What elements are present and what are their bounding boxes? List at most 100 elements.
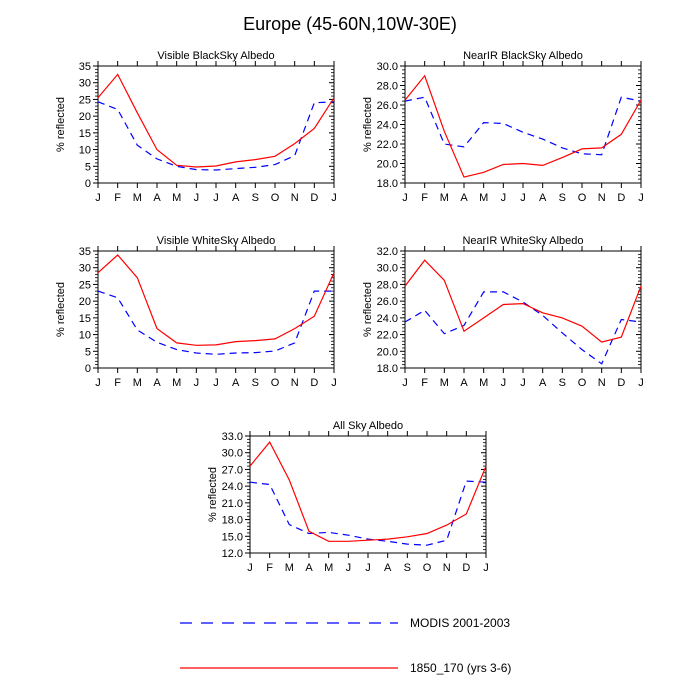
y-tick-label: 33.0 [222, 431, 243, 443]
x-tick-label: O [423, 562, 432, 574]
y-tick-label: 15 [79, 313, 91, 325]
plot-frame [249, 435, 487, 554]
x-tick-label: M [285, 562, 294, 574]
x-tick-label: M [479, 192, 488, 204]
y-tick-label: 20.0 [377, 346, 398, 358]
y-tick-label: 28.0 [377, 279, 398, 291]
series-line-modis [404, 291, 642, 365]
x-tick-label: M [440, 377, 449, 389]
x-tick-label: J [501, 377, 507, 389]
y-tick-label: 30.0 [377, 61, 398, 73]
x-tick-label: J [402, 377, 408, 389]
series-line-modis [249, 480, 487, 546]
y-tick-label: 10 [79, 145, 91, 157]
series-line-modis [404, 96, 642, 156]
x-tick-label: J [213, 377, 219, 389]
x-tick-label: M [172, 192, 181, 204]
series-line-1850-170 [404, 259, 642, 343]
x-tick-label: D [310, 377, 318, 389]
x-tick-label: A [153, 377, 161, 389]
x-tick-label: A [384, 562, 392, 574]
y-tick-label: 5 [85, 346, 91, 358]
y-tick-label: 22.0 [377, 330, 398, 342]
y-tick-label: 30 [79, 78, 91, 90]
panel-3: Visible WhiteSky Albedo % reflected 0 5 10 15… [55, 235, 337, 389]
x-tick-label: S [404, 562, 411, 574]
panel-5: All Sky Albedo % reflected 12.0 15.0 18.0 21.… [207, 420, 489, 574]
x-tick-label: M [440, 192, 449, 204]
y-axis-label: % reflected [55, 97, 67, 152]
y-tick-label: 35 [79, 61, 91, 73]
x-tick-label: S [252, 377, 259, 389]
series-line-1850-170 [97, 254, 335, 346]
x-tick-label: M [133, 377, 142, 389]
y-tick-label: 26.0 [377, 296, 398, 308]
series-line-modis [97, 101, 335, 171]
series-line-modis [97, 290, 334, 355]
y-tick-label: 5 [85, 161, 91, 173]
series-line-1850-170 [249, 441, 487, 542]
y-tick-label: 10 [79, 330, 91, 342]
x-tick-label: F [266, 562, 273, 574]
y-tick-label: 35 [79, 246, 91, 258]
legend-label-1: MODIS 2001-2003 [410, 616, 510, 630]
x-tick-label: M [479, 377, 488, 389]
panel-title: NearIR WhiteSky Albedo [462, 235, 583, 247]
x-tick-label: A [153, 192, 161, 204]
panel-title: All Sky Albedo [333, 420, 403, 432]
panels: Visible BlackSky Albedo % reflected 0 5 10 15… [55, 50, 644, 574]
x-tick-label: O [578, 377, 587, 389]
x-tick-label: A [539, 377, 547, 389]
x-tick-label: A [460, 377, 468, 389]
x-tick-label: A [305, 562, 313, 574]
panel-title: NearIR BlackSky Albedo [463, 50, 583, 62]
x-tick-label: F [421, 377, 428, 389]
y-tick-label: 28.0 [377, 81, 398, 93]
x-tick-label: J [483, 562, 489, 574]
x-tick-label: S [252, 192, 259, 204]
y-axis-label: % reflected [55, 282, 67, 337]
panel-title: Visible BlackSky Albedo [157, 50, 274, 62]
y-axis-label: % reflected [362, 97, 374, 152]
y-tick-label: 22.0 [377, 139, 398, 151]
x-tick-label: J [194, 377, 200, 389]
x-tick-label: J [638, 192, 644, 204]
x-tick-label: A [539, 192, 547, 204]
y-tick-label: 25 [79, 279, 91, 291]
x-tick-label: J [501, 192, 507, 204]
x-tick-label: J [194, 192, 200, 204]
x-tick-label: J [346, 562, 352, 574]
x-tick-label: F [421, 192, 428, 204]
x-tick-label: S [559, 377, 566, 389]
x-tick-label: J [95, 192, 101, 204]
y-tick-label: 0 [85, 363, 91, 375]
panel-title: Visible WhiteSky Albedo [157, 235, 275, 247]
y-tick-label: 18.0 [377, 363, 398, 375]
y-axis-label: % reflected [207, 467, 219, 522]
x-tick-label: O [578, 192, 587, 204]
x-tick-label: M [172, 377, 181, 389]
y-tick-label: 15.0 [222, 531, 243, 543]
x-tick-label: M [133, 192, 142, 204]
x-tick-label: J [365, 562, 371, 574]
x-tick-label: O [271, 192, 280, 204]
y-tick-label: 30.0 [222, 448, 243, 460]
y-tick-label: 12.0 [222, 548, 243, 560]
panel-2: NearIR BlackSky Albedo % reflected 18.0 20.… [362, 50, 644, 204]
y-tick-label: 24.0 [377, 120, 398, 132]
y-tick-label: 0 [85, 178, 91, 190]
x-tick-label: J [331, 192, 337, 204]
x-tick-label: N [443, 562, 451, 574]
y-tick-label: 24.0 [377, 313, 398, 325]
plot-frame [97, 250, 335, 369]
plot-frame [404, 65, 642, 184]
panel-1: Visible BlackSky Albedo % reflected 0 5 10 15… [55, 50, 337, 204]
x-tick-label: N [291, 377, 299, 389]
y-tick-label: 18.0 [377, 178, 398, 190]
x-tick-label: A [460, 192, 468, 204]
y-tick-label: 20 [79, 111, 91, 123]
y-tick-label: 24.0 [222, 481, 243, 493]
x-tick-label: M [324, 562, 333, 574]
figure-title: Europe (45-60N,10W-30E) [243, 14, 457, 34]
